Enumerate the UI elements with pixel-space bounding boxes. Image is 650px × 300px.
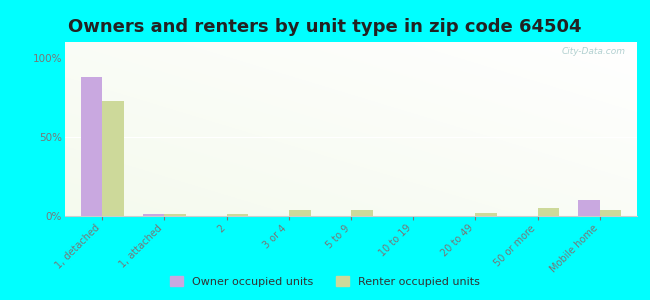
Legend: Owner occupied units, Renter occupied units: Owner occupied units, Renter occupied un…: [166, 272, 484, 291]
Bar: [143, 214, 164, 216]
Bar: [289, 210, 311, 216]
Bar: [578, 200, 600, 216]
Bar: [600, 210, 621, 216]
Bar: [227, 214, 248, 216]
Text: City-Data.com: City-Data.com: [562, 47, 625, 56]
Bar: [102, 100, 124, 216]
Bar: [351, 210, 372, 216]
Bar: [538, 208, 559, 216]
Bar: [164, 214, 187, 216]
Text: Owners and renters by unit type in zip code 64504: Owners and renters by unit type in zip c…: [68, 18, 582, 36]
Bar: [81, 77, 102, 216]
Bar: [475, 213, 497, 216]
